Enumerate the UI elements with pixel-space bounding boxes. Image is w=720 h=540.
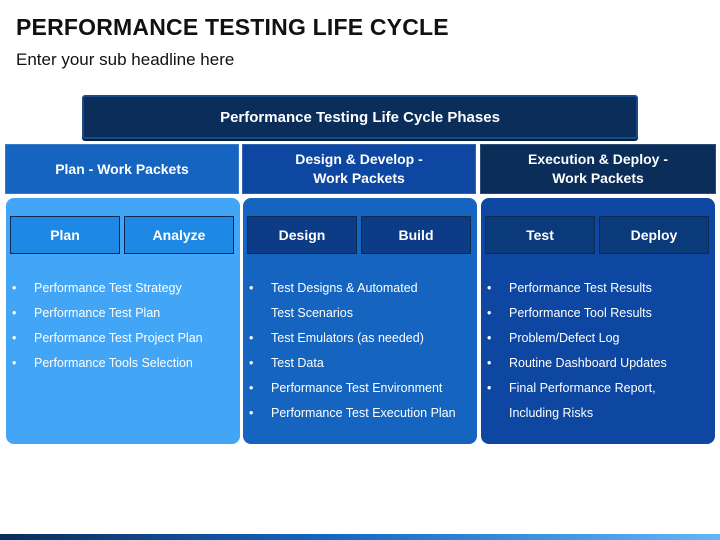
list-item: Performance Test Plan <box>6 301 240 326</box>
sub-box-analyze: Analyze <box>124 216 234 254</box>
list-item: Performance Tools Selection <box>6 351 240 376</box>
sub-box-plan: Plan <box>10 216 120 254</box>
sub-box-label: Design <box>278 227 326 243</box>
sub-box-design: Design <box>247 216 357 254</box>
list-item: Test Emulators (as needed) <box>243 326 477 351</box>
sub-box-test: Test <box>485 216 595 254</box>
column-panel-execution-deploy: Test Deploy Performance Test Results Per… <box>481 198 715 444</box>
sub-box-label: Deploy <box>630 227 678 243</box>
deliverables-list: Performance Test Results Performance Too… <box>481 276 715 426</box>
column-header-design-develop: Design & Develop - Work Packets <box>242 144 476 194</box>
column-header-plan: Plan - Work Packets <box>5 144 239 194</box>
sub-box-label: Analyze <box>152 227 206 243</box>
list-item: Performance Test Results <box>481 276 715 301</box>
page-title: PERFORMANCE TESTING LIFE CYCLE <box>16 14 449 40</box>
list-item: Performance Test Project Plan <box>6 326 240 351</box>
phases-header: Performance Testing Life Cycle Phases <box>82 95 638 139</box>
column-header-line2: Work Packets <box>552 170 644 186</box>
sub-box-build: Build <box>361 216 471 254</box>
column-panel-design-develop: Design Build Test Designs & Automated Te… <box>243 198 477 444</box>
deliverables-list: Test Designs & Automated Test Scenarios … <box>243 276 477 426</box>
page-subtitle: Enter your sub headline here <box>16 50 235 69</box>
column-header-line1: Plan - Work Packets <box>55 160 189 177</box>
list-item: Test Data <box>243 351 477 376</box>
sub-box-deploy: Deploy <box>599 216 709 254</box>
list-item: Performance Test Strategy <box>6 276 240 301</box>
list-item: Performance Test Execution Plan <box>243 401 477 426</box>
list-item: Routine Dashboard Updates <box>481 351 715 376</box>
deliverables-list: Performance Test Strategy Performance Te… <box>6 276 240 376</box>
list-item: Final Performance Report, Including Risk… <box>481 376 675 426</box>
sub-box-label: Build <box>398 227 434 243</box>
column-header-line1: Execution & Deploy - <box>527 151 669 167</box>
column-header-line1: Design & Develop - <box>295 151 423 167</box>
column-header-line2: Work Packets <box>313 170 405 186</box>
bottom-accent-bar <box>0 534 720 540</box>
column-header-execution-deploy: Execution & Deploy - Work Packets <box>480 144 716 194</box>
phases-header-label: Performance Testing Life Cycle Phases <box>220 108 500 126</box>
list-item: Performance Test Environment <box>243 376 477 401</box>
list-item: Problem/Defect Log <box>481 326 715 351</box>
column-panel-plan: Plan Analyze Performance Test Strategy P… <box>6 198 240 444</box>
sub-box-label: Test <box>526 227 554 243</box>
list-item: Performance Tool Results <box>481 301 715 326</box>
sub-box-label: Plan <box>50 227 80 243</box>
list-item: Test Designs & Automated Test Scenarios <box>243 276 447 326</box>
